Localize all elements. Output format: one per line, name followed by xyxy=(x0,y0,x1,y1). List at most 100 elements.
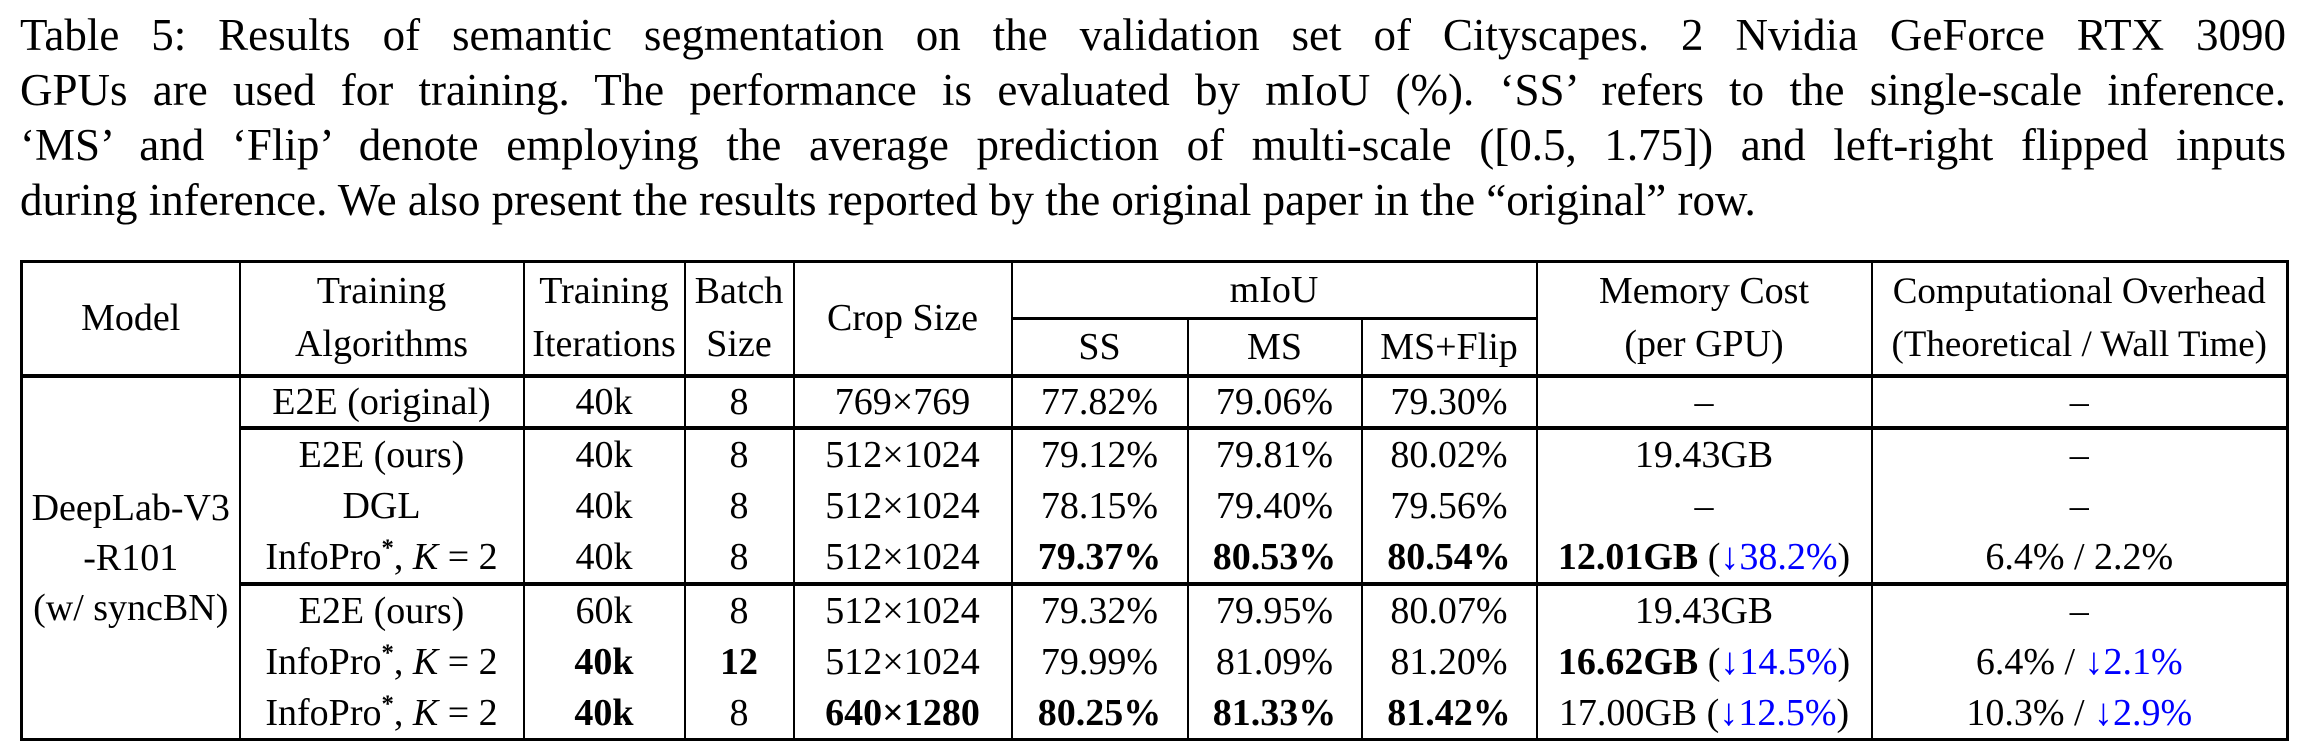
cell-iterations: 40k xyxy=(522,427,686,480)
results-table: Model Training Algorithms Training Itera… xyxy=(20,260,2289,741)
header-batch-size: Batch Size xyxy=(683,261,795,378)
cell-memory: 19.43GB xyxy=(1535,583,1873,636)
cell-algorithm: DGL xyxy=(238,479,525,532)
table-row: DeepLab-V3 -R101 (w/ syncBN) E2E (origin… xyxy=(20,375,2289,740)
asterisk-superscript: * xyxy=(381,638,394,666)
cell-memory: – xyxy=(1535,479,1873,532)
header-ms-flip: MS+Flip xyxy=(1360,318,1538,378)
cell-iterations: 40k xyxy=(522,687,686,740)
cell-iterations: 60k xyxy=(522,583,686,636)
header-ss: SS xyxy=(1010,318,1189,378)
caption-line-3: ‘MS’ and ‘Flip’ denote employing the ave… xyxy=(20,120,2286,170)
cell-algorithm: E2E (ours) xyxy=(238,583,525,636)
header-training-algorithms-line2: Algorithms xyxy=(294,323,469,366)
cell-overhead: – xyxy=(1870,479,2289,532)
caption-line-2: GPUs are used for training. The performa… xyxy=(20,65,2286,115)
header-training-algorithms-line1: Training xyxy=(316,270,447,313)
model-line1: DeepLab-V3 xyxy=(31,486,230,529)
cell-memory: – xyxy=(1535,375,1873,430)
cell-iterations: 40k xyxy=(522,635,686,688)
cell-iterations: 40k xyxy=(522,479,686,532)
caption-line-1: Table 5: Results of semantic segmentatio… xyxy=(20,10,2286,60)
header-memory-cost-line2: (per GPU) xyxy=(1624,323,1784,366)
header-training-iterations-line2: Iterations xyxy=(532,323,676,366)
cell-ms: 81.33% xyxy=(1186,687,1363,740)
header-computational-overhead: Computational Overhead (Theoretical / Wa… xyxy=(1870,261,2289,378)
cell-crop: 512×1024 xyxy=(792,531,1013,586)
table-row: E2E (ours) 40k 8 512×1024 79.12% 79.81% … xyxy=(22,427,2289,480)
cell-ms-flip: 80.07% xyxy=(1360,583,1538,636)
cell-ms: 79.06% xyxy=(1186,375,1363,430)
cell-ss: 79.37% xyxy=(1010,531,1189,586)
cell-algorithm: E2E (ours) xyxy=(238,427,525,480)
cell-memory: 16.62GB (↓14.5%) xyxy=(1535,635,1873,688)
header-miou: mIoU xyxy=(1010,261,1538,320)
cell-overhead: – xyxy=(1870,375,2289,430)
cell-overhead: – xyxy=(1870,583,2289,636)
walltime-reduction-value: ↓2.9% xyxy=(2094,691,2193,734)
cell-ms-flip: 79.56% xyxy=(1360,479,1538,532)
memory-reduction-value: ↓38.2% xyxy=(1720,535,1838,578)
header-ms: MS xyxy=(1186,318,1363,378)
cell-ss: 80.25% xyxy=(1010,687,1189,740)
cell-algorithm: InfoPro*, K = 2 xyxy=(238,531,525,586)
cell-ss: 79.99% xyxy=(1010,635,1189,688)
cell-ss: 79.12% xyxy=(1010,427,1189,480)
header-computational-overhead-line2: (Theoretical / Wall Time) xyxy=(1891,324,2267,366)
cell-ms-flip: 79.30% xyxy=(1360,375,1538,430)
cell-iterations: 40k xyxy=(522,531,686,586)
cell-crop: 640×1280 xyxy=(792,687,1013,740)
cell-batch: 8 xyxy=(683,687,795,740)
header-model: Model xyxy=(20,261,241,378)
cell-memory: 17.00GB (↓12.5%) xyxy=(1535,687,1873,740)
caption-line-4: during inference. We also present the re… xyxy=(20,175,1756,225)
cell-batch: 8 xyxy=(683,583,795,636)
cell-ms: 81.09% xyxy=(1186,635,1363,688)
cell-ss: 77.82% xyxy=(1010,375,1189,430)
cell-algorithm: E2E (original) xyxy=(238,375,525,430)
cell-iterations: 40k xyxy=(522,375,686,430)
memory-reduction-value: ↓12.5% xyxy=(1719,691,1837,734)
header-batch-size-line2: Size xyxy=(706,323,772,366)
cell-crop: 512×1024 xyxy=(792,635,1013,688)
cell-algorithm: InfoPro*, K = 2 xyxy=(238,635,525,688)
cell-ms: 79.40% xyxy=(1186,479,1363,532)
cell-crop: 512×1024 xyxy=(792,479,1013,532)
cell-ms-flip: 81.20% xyxy=(1360,635,1538,688)
cell-overhead: 10.3% / ↓2.9% xyxy=(1870,687,2289,740)
asterisk-superscript: * xyxy=(381,533,394,561)
header-computational-overhead-line1: Computational Overhead xyxy=(1892,271,2266,313)
table-row: InfoPro*, K = 2 40k 12 512×1024 79.99% 8… xyxy=(22,635,2289,688)
header-memory-cost: Memory Cost (per GPU) xyxy=(1535,261,1873,378)
header-training-iterations: Training Iterations xyxy=(522,261,686,378)
cell-ms-flip: 81.42% xyxy=(1360,687,1538,740)
cell-ss: 79.32% xyxy=(1010,583,1189,636)
cell-crop: 512×1024 xyxy=(792,427,1013,480)
asterisk-superscript: * xyxy=(381,690,394,718)
cell-memory: 12.01GB (↓38.2%) xyxy=(1535,531,1873,586)
model-line3: (w/ syncBN) xyxy=(33,586,229,629)
cell-model: DeepLab-V3 -R101 (w/ syncBN) xyxy=(20,375,241,740)
header-batch-size-line1: Batch xyxy=(694,270,784,313)
cell-ms-flip: 80.02% xyxy=(1360,427,1538,480)
memory-reduction-value: ↓14.5% xyxy=(1720,640,1838,683)
cell-memory: 19.43GB xyxy=(1535,427,1873,480)
cell-batch: 8 xyxy=(683,531,795,586)
cell-algorithm: InfoPro*, K = 2 xyxy=(238,687,525,740)
cell-ms: 80.53% xyxy=(1186,531,1363,586)
table-row: E2E (ours) 60k 8 512×1024 79.32% 79.95% … xyxy=(22,583,2289,636)
cell-overhead: – xyxy=(1870,427,2289,480)
table-row: InfoPro*, K = 2 40k 8 640×1280 80.25% 81… xyxy=(22,687,2289,740)
header-training-algorithms: Training Algorithms xyxy=(238,261,525,378)
model-line2: -R101 xyxy=(83,536,179,579)
cell-ss: 78.15% xyxy=(1010,479,1189,532)
table-row: InfoPro*, K = 2 40k 8 512×1024 79.37% 80… xyxy=(22,531,2289,586)
cell-batch: 8 xyxy=(683,375,795,430)
cell-ms-flip: 80.54% xyxy=(1360,531,1538,586)
cell-overhead: 6.4% / ↓2.1% xyxy=(1870,635,2289,688)
header-training-iterations-line1: Training xyxy=(539,270,669,313)
cell-crop: 769×769 xyxy=(792,375,1013,430)
cell-crop: 512×1024 xyxy=(792,583,1013,636)
cell-batch: 8 xyxy=(683,427,795,480)
table-caption: Table 5: Results of semantic segmentatio… xyxy=(20,8,2286,228)
